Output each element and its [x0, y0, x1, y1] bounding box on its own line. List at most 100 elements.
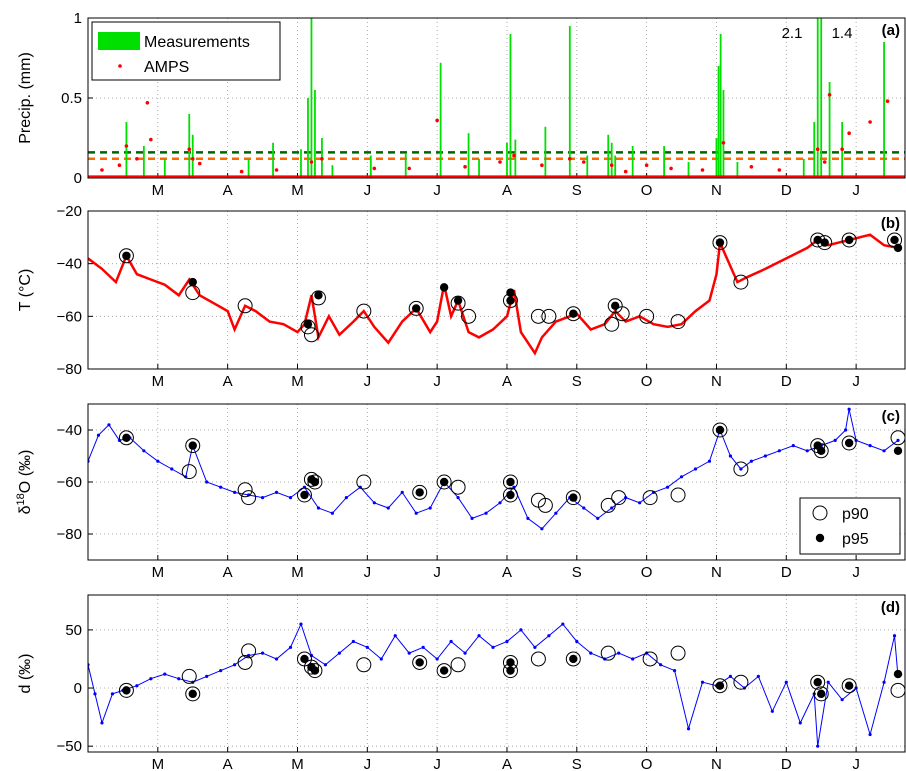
x-tick-label: J — [364, 182, 372, 199]
series-point — [316, 506, 321, 510]
measurement-bar — [188, 114, 191, 178]
p90-marker — [733, 674, 749, 690]
p95-marker — [844, 438, 854, 448]
p95-marker — [122, 433, 131, 442]
series-point — [791, 444, 795, 448]
measurement-bar — [568, 26, 571, 178]
p90-marker — [890, 430, 905, 446]
x-tick-label: N — [711, 182, 722, 199]
series-point — [596, 516, 600, 521]
amps-point — [239, 169, 244, 174]
x-tick-label: D — [781, 756, 792, 771]
panel-label: (d) — [881, 599, 900, 616]
x-tick-label: S — [572, 564, 582, 581]
series-point — [484, 511, 488, 515]
amps-point — [700, 168, 705, 172]
series-line — [88, 622, 899, 747]
p95-marker — [611, 301, 620, 310]
p90-marker — [733, 274, 749, 290]
series-point — [582, 506, 586, 510]
series-point — [337, 651, 341, 655]
series-point — [330, 511, 335, 515]
p95-marker — [188, 441, 197, 450]
p95-marker — [310, 666, 320, 675]
p90-marker — [502, 487, 518, 503]
p95-marker — [890, 235, 899, 245]
measurement-bar — [272, 142, 274, 178]
amps-point — [407, 166, 412, 171]
p95-marker — [715, 681, 725, 690]
x-tick-label: J — [433, 564, 441, 581]
p95-marker — [715, 238, 725, 247]
series-point — [219, 668, 223, 673]
p90-marker — [611, 490, 627, 506]
series-line — [88, 409, 899, 530]
amps-point — [145, 101, 150, 105]
p95-marker — [506, 477, 515, 487]
p90-marker — [461, 308, 477, 324]
x-tick-label: A — [502, 564, 512, 581]
series-point — [665, 485, 670, 489]
series-point — [679, 475, 684, 479]
axes-frame — [87, 210, 906, 370]
x-tick-label: O — [641, 373, 653, 390]
p90-marker — [565, 306, 581, 322]
series-point — [826, 680, 830, 684]
series-point — [470, 516, 474, 521]
series-point — [749, 459, 753, 463]
x-tick-label: N — [711, 756, 722, 771]
series-point — [428, 506, 432, 510]
series-point — [784, 680, 788, 684]
p90-marker — [642, 490, 658, 506]
x-tick-label: A — [223, 564, 233, 581]
legend-box — [91, 21, 281, 81]
y-axis-label: Precip. (mm) — [17, 52, 34, 144]
p95-marker — [439, 666, 449, 675]
amps-point — [320, 157, 324, 161]
p95-marker — [506, 490, 515, 500]
legend-swatch-p90 — [812, 505, 828, 521]
x-tick-label: J — [364, 756, 372, 771]
p90-marker — [600, 497, 616, 513]
series-point — [142, 449, 146, 453]
amps-point — [721, 141, 726, 145]
p95-marker — [453, 296, 463, 305]
measurement-bar — [307, 98, 309, 178]
amps-point — [274, 168, 279, 172]
measurement-bar — [631, 146, 634, 178]
p90-marker — [300, 319, 316, 335]
series-point — [205, 480, 209, 484]
measurement-bar — [300, 149, 302, 178]
p95-marker — [844, 681, 854, 690]
measurement-bar — [310, 18, 313, 178]
p90-marker — [356, 303, 372, 319]
p95-marker — [122, 686, 131, 695]
series-point — [575, 639, 579, 644]
legend-label-p90: p90 — [842, 506, 869, 523]
p95-marker — [893, 669, 903, 679]
x-tick-label: D — [781, 182, 792, 199]
measurement-bar — [125, 122, 128, 178]
y-tick-label: 1 — [74, 10, 82, 27]
measurement-bar — [314, 90, 316, 178]
amps-point — [117, 163, 122, 167]
measurement-bar — [369, 155, 372, 178]
series-point — [170, 467, 174, 471]
p90-marker — [712, 678, 728, 694]
amps-point — [827, 93, 832, 97]
series-point — [756, 674, 760, 679]
amps-point — [581, 160, 586, 164]
p90-marker — [841, 435, 857, 451]
measurement-bar — [736, 162, 739, 178]
measurement-bar — [586, 155, 589, 178]
y-tick-label: 0 — [74, 170, 82, 187]
amps-point — [149, 137, 153, 142]
p90-marker — [450, 657, 466, 673]
measurement-bar — [247, 158, 250, 178]
measurement-bar — [663, 146, 665, 178]
series-point — [379, 657, 383, 661]
x-tick-label: M — [291, 373, 304, 390]
series-point — [868, 444, 872, 448]
